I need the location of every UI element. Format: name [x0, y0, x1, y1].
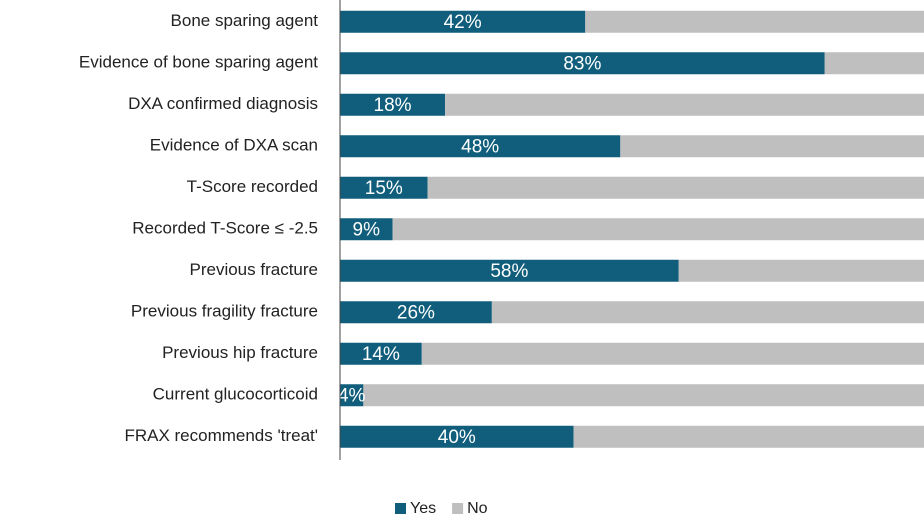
bar-segment — [585, 10, 924, 33]
bar-segment — [340, 176, 428, 199]
bar-segment — [340, 218, 393, 241]
bar-segment — [340, 384, 364, 407]
bar-segment — [340, 135, 621, 158]
category-label: T-Score recorded — [187, 177, 318, 196]
category-label: DXA confirmed diagnosis — [128, 94, 318, 113]
bar-segment — [392, 218, 924, 241]
value-label: 83% — [563, 53, 601, 74]
value-label: 9% — [353, 219, 381, 240]
value-label: 40% — [438, 427, 476, 448]
legend-swatch — [452, 503, 464, 514]
bar-segment — [340, 301, 492, 324]
bar-segment — [340, 425, 574, 448]
bar-segment — [340, 52, 825, 75]
value-label: 14% — [362, 344, 400, 365]
category-label: Previous hip fracture — [162, 343, 318, 362]
bar-segment — [491, 301, 924, 324]
category-label: Recorded T-Score ≤ -2.5 — [132, 219, 318, 238]
value-label: 42% — [444, 12, 482, 33]
legend-label: No — [467, 500, 488, 517]
value-label: 26% — [397, 302, 435, 323]
category-label: Previous fracture — [190, 260, 319, 279]
bar-segment — [421, 342, 924, 365]
bar-segment — [427, 176, 924, 199]
bar-segment — [340, 259, 679, 282]
legend-label: Yes — [410, 500, 436, 517]
category-label: Evidence of DXA scan — [150, 136, 318, 155]
category-label: FRAX recommends 'treat' — [124, 426, 318, 445]
legend-swatch — [395, 503, 406, 514]
value-label: 4% — [338, 385, 366, 406]
bar-segment — [678, 259, 924, 282]
bar-segment — [620, 135, 924, 158]
category-label: Bone sparing agent — [171, 11, 319, 30]
value-label: 58% — [490, 261, 528, 282]
category-label: Current glucocorticoid — [153, 385, 318, 404]
category-label: Previous fragility fracture — [131, 302, 318, 321]
bar-segment — [573, 425, 924, 448]
bar-segment — [340, 10, 586, 33]
bar-segment — [445, 93, 924, 116]
bar-segment — [824, 52, 924, 75]
bar-segment — [363, 384, 924, 407]
bar-segment — [340, 93, 446, 116]
value-label: 15% — [365, 178, 403, 199]
value-label: 48% — [461, 136, 499, 157]
bar-segment — [340, 342, 422, 365]
category-label: Evidence of bone sparing agent — [79, 53, 318, 72]
value-label: 18% — [374, 95, 412, 116]
